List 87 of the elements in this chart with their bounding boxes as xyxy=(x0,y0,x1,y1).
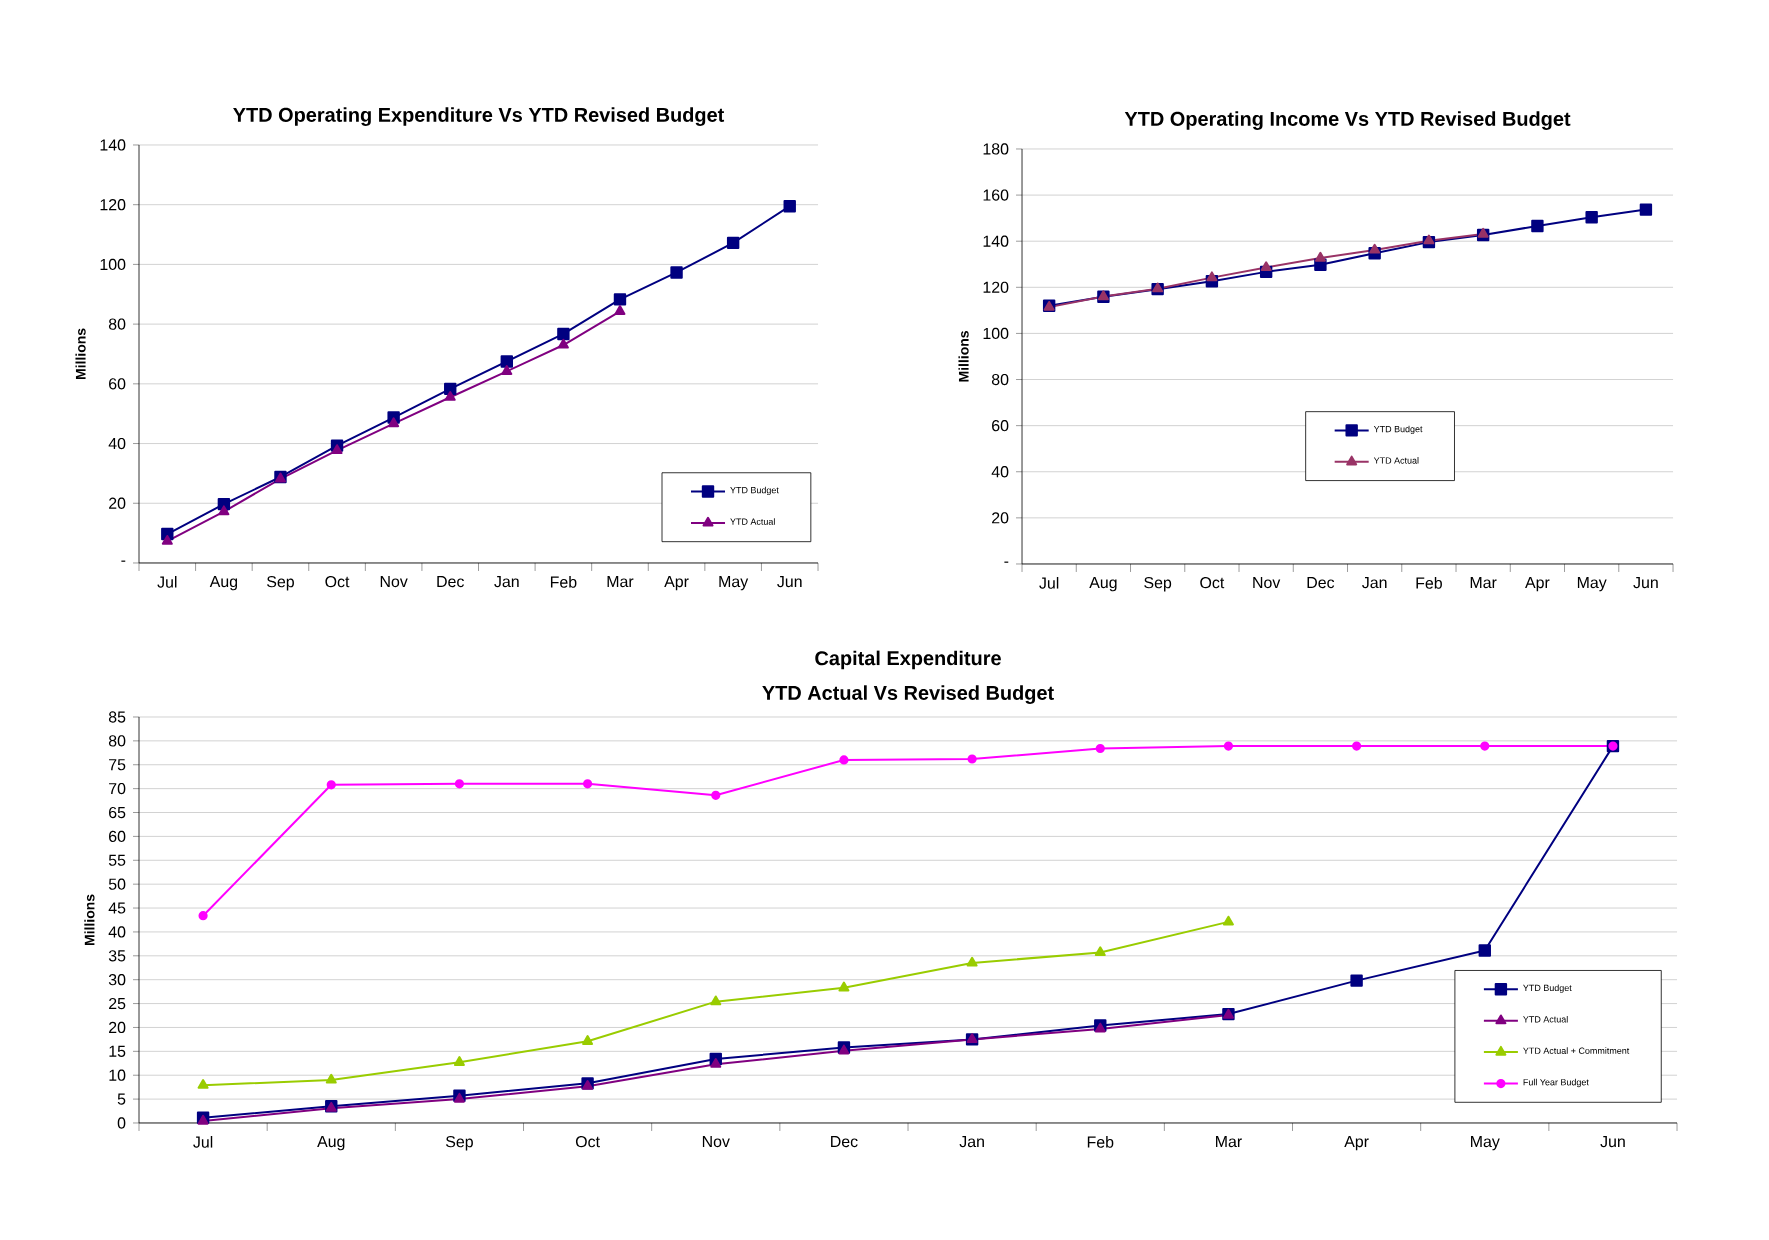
x-tick-label: Apr xyxy=(664,576,689,591)
y-tick-label: 10 xyxy=(109,1069,126,1081)
x-tick-label: Jan xyxy=(959,1136,984,1148)
x-tick-label: Mar xyxy=(607,576,634,588)
x-tick-label: Nov xyxy=(1253,577,1281,589)
y-axis-title: Millions xyxy=(958,331,969,382)
x-tick-label: Mar xyxy=(1216,1136,1242,1148)
chart-subtitle: YTD Actual Vs Revised Budget xyxy=(762,685,1054,704)
y-tick-label: 40 xyxy=(108,926,126,938)
x-tick-label: Aug xyxy=(209,576,238,591)
legend-label: YTD Budget xyxy=(1373,425,1423,435)
x-tick-label: Aug xyxy=(317,1136,345,1151)
y-tick-label: 80 xyxy=(108,318,126,330)
x-tick-label: Apr xyxy=(1525,577,1550,592)
y-tick-label: 45 xyxy=(108,902,126,914)
y-tick-label: 40 xyxy=(991,466,1009,478)
x-tick-label: May xyxy=(719,576,749,591)
legend-label: YTD Actual xyxy=(730,518,775,525)
y-tick-label: - xyxy=(1004,561,1009,563)
x-tick-label: Oct xyxy=(1200,577,1225,589)
legend-label: YTD Actual xyxy=(1523,1015,1568,1023)
x-tick-label: Oct xyxy=(325,576,350,588)
y-tick-label: 100 xyxy=(983,327,1009,340)
y-tick-label: 70 xyxy=(109,782,126,795)
y-tick-label: 180 xyxy=(983,143,1009,155)
chart-title: Capital Expenditure xyxy=(815,650,1001,670)
y-tick-label: 55 xyxy=(108,854,126,866)
x-tick-label: Jul xyxy=(193,1136,213,1148)
y-tick-label: 120 xyxy=(100,199,126,211)
y-tick-label: 160 xyxy=(983,189,1009,201)
x-tick-label: Jun xyxy=(1600,1136,1625,1148)
x-tick-label: Sep xyxy=(1144,577,1172,592)
legend-label: YTD Actual + Commitment xyxy=(1523,1047,1630,1054)
y-tick-label: 25 xyxy=(109,997,126,1010)
y-tick-label: 80 xyxy=(991,373,1009,386)
y-tick-label: 40 xyxy=(108,437,126,450)
x-tick-label: Jul xyxy=(1039,577,1059,589)
x-tick-label: Sep xyxy=(445,1136,473,1151)
legend-label: Full Year Budget xyxy=(1523,1078,1589,1088)
x-tick-label: Dec xyxy=(437,576,464,588)
x-tick-label: Feb xyxy=(550,576,577,588)
x-tick-label: Dec xyxy=(831,1136,858,1148)
legend-label: YTD Actual xyxy=(1373,457,1419,464)
x-tick-label: Feb xyxy=(1416,577,1442,589)
x-tick-label: Apr xyxy=(1344,1136,1369,1151)
x-tick-label: Jan xyxy=(1362,577,1387,589)
y-tick-label: 65 xyxy=(109,806,126,819)
x-tick-label: Feb xyxy=(1087,1136,1114,1148)
x-tick-label: Dec xyxy=(1307,577,1335,589)
y-axis-title: Millions xyxy=(84,894,95,945)
chart-title: YTD Operating Income Vs YTD Revised Budget xyxy=(1124,111,1571,130)
chart-title: YTD Operating Expenditure Vs YTD Revised Budget xyxy=(233,107,725,126)
x-tick-label: Aug xyxy=(1089,577,1117,592)
y-tick-label: 5 xyxy=(117,1093,126,1105)
y-tick-label: 20 xyxy=(109,1021,126,1034)
y-tick-label: 120 xyxy=(983,281,1009,293)
x-tick-label: May xyxy=(1471,1136,1500,1151)
y-tick-label: 100 xyxy=(100,258,126,271)
y-tick-label: 140 xyxy=(100,139,126,151)
legend-label: YTD Budget xyxy=(1523,984,1572,993)
x-tick-label: Oct xyxy=(575,1136,600,1148)
y-tick-label: 0 xyxy=(117,1117,126,1129)
y-tick-label: 20 xyxy=(992,512,1009,524)
y-axis-title: Millions xyxy=(75,328,86,379)
y-tick-label: 60 xyxy=(992,420,1009,432)
y-tick-label: 85 xyxy=(108,711,126,723)
y-tick-label: - xyxy=(121,560,126,562)
x-tick-label: Nov xyxy=(702,1136,730,1148)
y-tick-label: 15 xyxy=(109,1045,126,1057)
y-tick-label: 35 xyxy=(108,950,126,962)
y-tick-label: 75 xyxy=(109,759,126,771)
y-tick-label: 60 xyxy=(109,830,126,843)
y-tick-label: 80 xyxy=(108,735,126,747)
x-tick-label: Jun xyxy=(777,576,802,588)
legend-label: YTD Budget xyxy=(730,486,779,496)
x-tick-label: Jul xyxy=(157,576,177,588)
x-tick-label: Nov xyxy=(380,576,408,588)
y-tick-label: 60 xyxy=(109,378,126,390)
y-tick-label: 140 xyxy=(983,235,1009,247)
x-tick-label: Jun xyxy=(1633,577,1658,589)
x-tick-label: Sep xyxy=(267,576,294,591)
y-tick-label: 50 xyxy=(108,878,126,890)
y-tick-label: 30 xyxy=(108,974,126,986)
x-tick-label: Mar xyxy=(1470,577,1497,589)
x-tick-label: Jan xyxy=(494,576,519,588)
x-tick-label: May xyxy=(1577,577,1607,592)
y-tick-label: 20 xyxy=(109,497,126,509)
